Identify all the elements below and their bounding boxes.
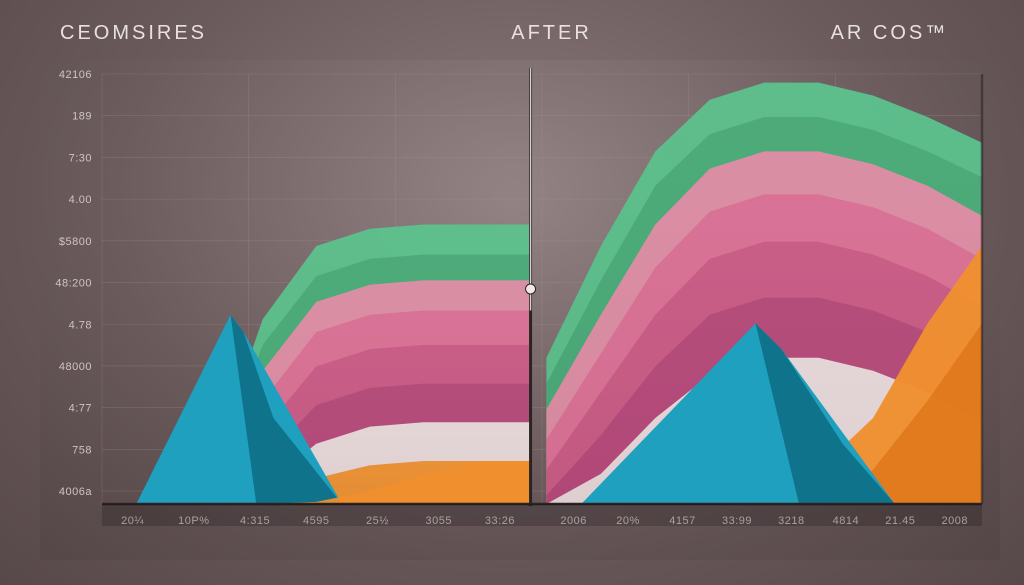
svg-text:4.78: 4.78	[69, 319, 92, 331]
svg-text:189: 189	[72, 111, 92, 123]
svg-text:48:200: 48:200	[55, 278, 92, 290]
svg-text:7:30: 7:30	[69, 152, 92, 164]
title-center: AFTER	[408, 22, 695, 45]
svg-text:758: 758	[72, 444, 92, 456]
title-right: AR COS™	[695, 22, 1024, 45]
area-chart: 42106 189 7:30 4.00 $5800 48:200 4.78 48000 4:77…	[40, 60, 1000, 540]
svg-text:42106: 42106	[59, 69, 92, 81]
svg-text:4.00: 4.00	[69, 194, 92, 206]
svg-text:4006a: 4006a	[59, 486, 92, 498]
svg-text:4:77: 4:77	[69, 403, 92, 415]
svg-text:48000: 48000	[59, 361, 92, 373]
chart-titles: CEOMSIRES AFTER AR COS™	[0, 22, 1024, 45]
svg-text:$5800: $5800	[59, 236, 92, 248]
title-left: CEOMSIRES	[0, 22, 408, 45]
